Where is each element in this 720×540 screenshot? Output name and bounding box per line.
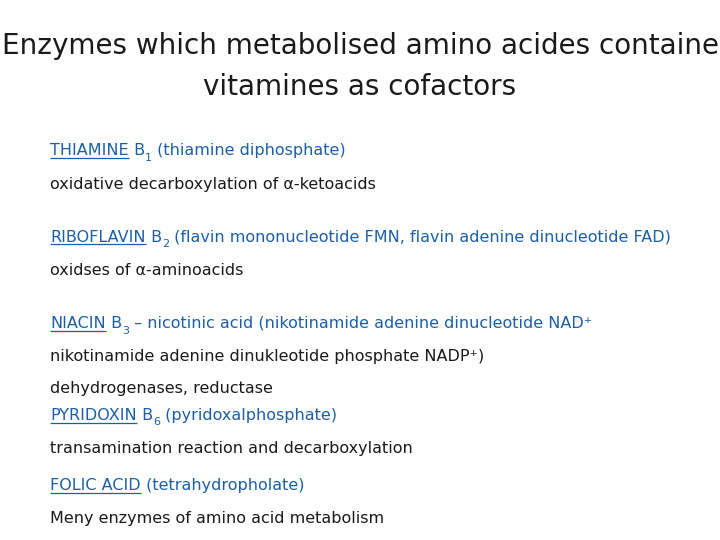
Text: 3: 3 (122, 326, 129, 336)
Text: 1: 1 (145, 153, 152, 163)
Text: 6: 6 (153, 417, 160, 428)
Text: oxidses of α-aminoacids: oxidses of α-aminoacids (50, 263, 244, 278)
Text: B: B (106, 316, 122, 331)
Text: (pyridoxalphosphate): (pyridoxalphosphate) (160, 408, 337, 423)
Text: B: B (137, 408, 153, 423)
Text: B: B (146, 230, 162, 245)
Text: Meny enzymes of amino acid metabolism: Meny enzymes of amino acid metabolism (50, 511, 384, 526)
Text: dehydrogenases, reductase: dehydrogenases, reductase (50, 381, 274, 396)
Text: B: B (129, 143, 145, 158)
Text: transamination reaction and decarboxylation: transamination reaction and decarboxylat… (50, 441, 413, 456)
Text: nikotinamide adenine dinukleotide phosphate NADP⁺): nikotinamide adenine dinukleotide phosph… (50, 349, 485, 364)
Text: RIBOFLAVIN: RIBOFLAVIN (50, 230, 146, 245)
Text: Enzymes which metabolised amino acides containe: Enzymes which metabolised amino acides c… (1, 32, 719, 60)
Text: NIACIN: NIACIN (50, 316, 106, 331)
Text: 2: 2 (162, 239, 169, 249)
Text: oxidative decarboxylation of α-ketoacids: oxidative decarboxylation of α-ketoacids (50, 177, 377, 192)
Text: (flavin mononucleotide FMN, flavin adenine dinucleotide FAD): (flavin mononucleotide FMN, flavin adeni… (169, 230, 671, 245)
Text: vitamines as cofactors: vitamines as cofactors (204, 73, 516, 101)
Text: (thiamine diphosphate): (thiamine diphosphate) (152, 143, 346, 158)
Text: – nicotinic acid (nikotinamide adenine dinucleotide NAD⁺: – nicotinic acid (nikotinamide adenine d… (129, 316, 593, 331)
Text: (tetrahydropholate): (tetrahydropholate) (141, 478, 305, 493)
Text: FOLIC ACID: FOLIC ACID (50, 478, 141, 493)
Text: THIAMINE: THIAMINE (50, 143, 129, 158)
Text: PYRIDOXIN: PYRIDOXIN (50, 408, 137, 423)
